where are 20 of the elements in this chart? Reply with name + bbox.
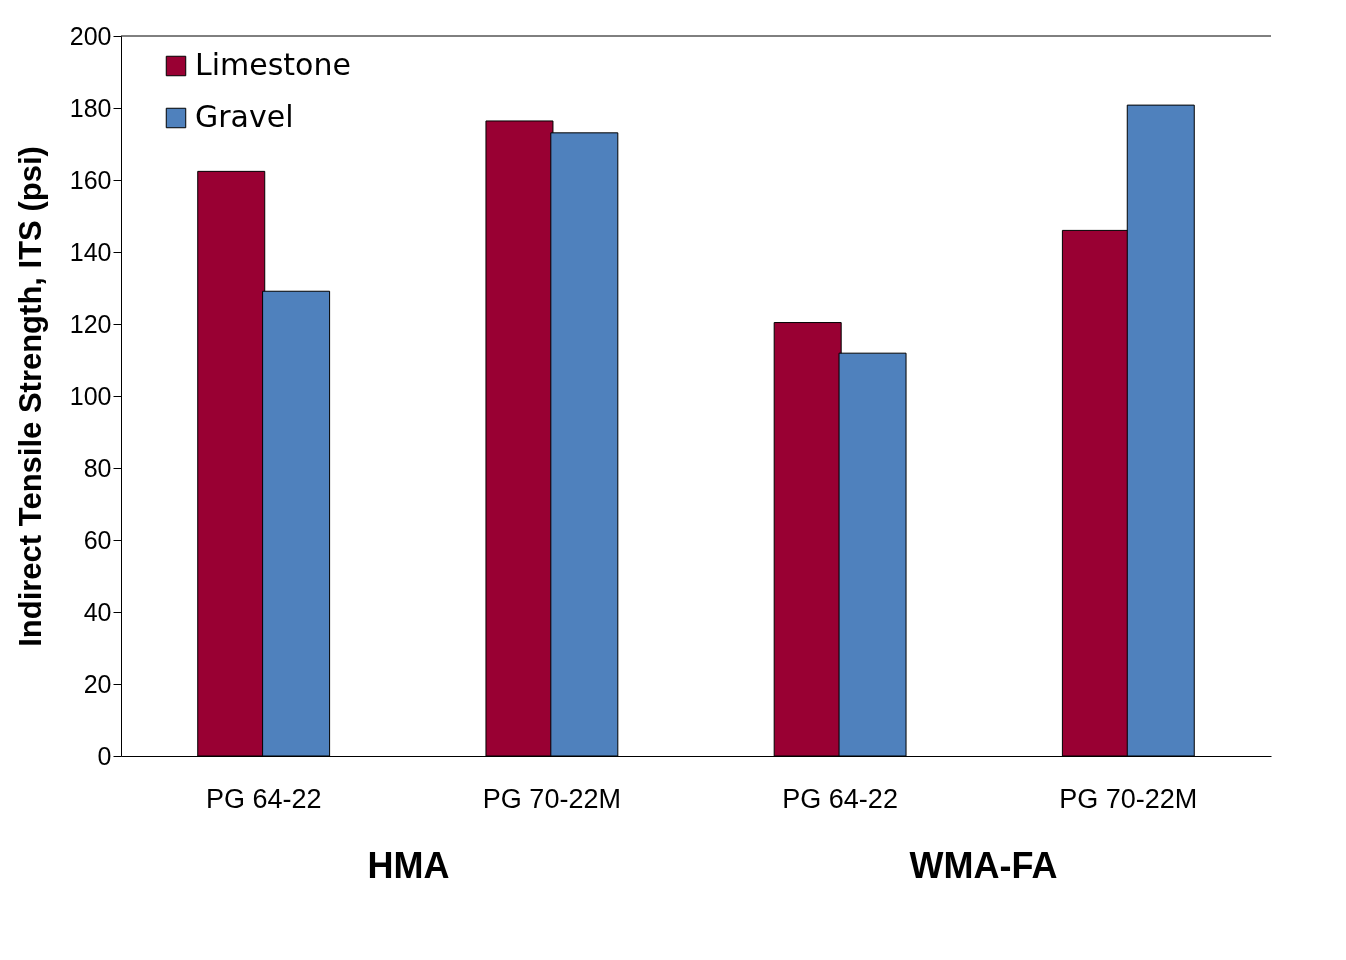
y-tick-label: 60 [83, 525, 112, 554]
y-tick-label: 140 [69, 237, 112, 266]
text: HMA [367, 845, 450, 886]
x-tick-label: PG 64-22 [782, 783, 898, 814]
y-tick-label: 120 [69, 309, 112, 338]
x-tick-label: PG 70-22M [1059, 783, 1198, 814]
x-tick-label: PG 70-22M [482, 783, 621, 814]
y-tick-label: 80 [83, 453, 112, 482]
y-tick-label: 0 [97, 741, 112, 770]
y-tick-label: 160 [69, 165, 112, 194]
y-tick-label: 100 [69, 381, 112, 410]
y-tick-label: 20 [83, 669, 112, 698]
legend-label: Gravel [195, 99, 294, 134]
text: WMA-FA [909, 845, 1058, 886]
y-axis-title: Indirect Tensile Strength, ITS (psi) [12, 146, 48, 647]
y-tick-label: 40 [83, 597, 112, 626]
y-tick-label: 200 [69, 21, 112, 50]
legend-label: Limestone [195, 47, 351, 82]
y-tick-label: 180 [69, 93, 112, 122]
x-tick-label: PG 64-22 [205, 783, 322, 814]
